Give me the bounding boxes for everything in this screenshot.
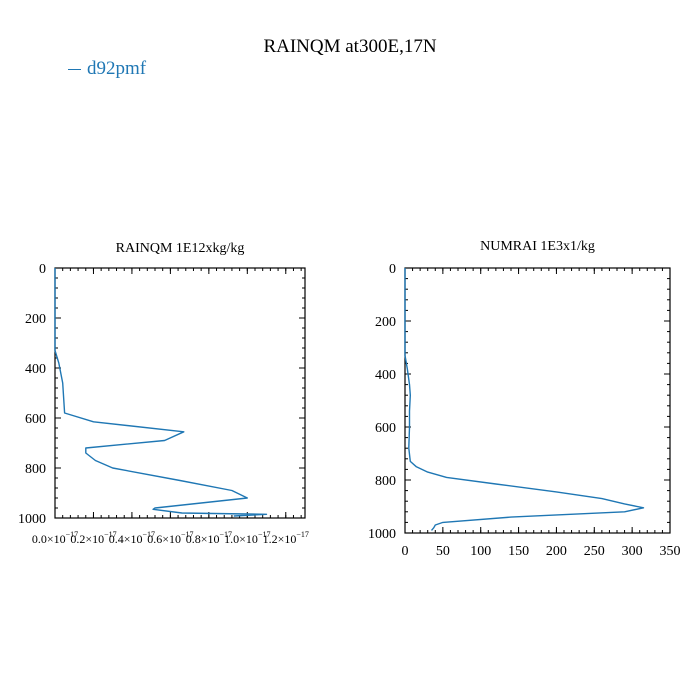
panel-1-title: RAINQM 1E12xkg/kg (116, 241, 245, 256)
legend-label: d92pmf (87, 58, 147, 79)
panel-2-series-line (404, 268, 645, 531)
panel-2-xtick-label: 100 (470, 544, 491, 559)
panel-1-axes-frame (54, 267, 306, 519)
panel-1-ytick-label: 800 (25, 462, 46, 477)
figure-title: RAINQM at300E,17N (263, 36, 437, 57)
panel-1: RAINQM 1E12xkg/kg020040060080010000.0×10… (18, 241, 309, 546)
panel-2-ytick-label: 400 (375, 368, 396, 383)
panel-2-axes-frame (404, 267, 671, 534)
panel-1-ytick-label: 400 (25, 362, 46, 377)
panel-2-xtick-label: 50 (436, 544, 450, 559)
panel-1-ytick-label: 1000 (18, 512, 46, 527)
panel-1-series-line (54, 268, 268, 517)
panel-2-ytick-label: 0 (389, 262, 396, 277)
panel-2-title: NUMRAI 1E3x1/kg (480, 239, 595, 254)
panel-2-ytick-label: 200 (375, 315, 396, 330)
panel-2-xtick-label: 350 (660, 544, 681, 559)
legend: d92pmf (68, 58, 146, 80)
panel-2-ytick-label: 600 (375, 421, 396, 436)
panel-2-xtick-label: 150 (508, 544, 529, 559)
panel-2-xtick-label: 250 (584, 544, 605, 559)
panel-2-xtick-label: 200 (546, 544, 567, 559)
panel-1-xtick-label: 1.2×10−17 (263, 530, 309, 546)
panel-2-xtick-label: 0 (402, 544, 409, 559)
panel-1-ytick-label: 200 (25, 312, 46, 327)
panel-2: NUMRAI 1E3x1/kg 0 200 400 600 800 1000 0 50 100 15… (368, 239, 681, 559)
panel-1-ytick-label: 600 (25, 412, 46, 427)
legend-line-swatch (68, 69, 81, 71)
panel-1-ytick-label: 0 (39, 262, 46, 277)
panel-2-ytick-label: 1000 (368, 527, 396, 542)
panel-2-xtick-label: 300 (622, 544, 643, 559)
panel-2-ytick-label: 800 (375, 474, 396, 489)
